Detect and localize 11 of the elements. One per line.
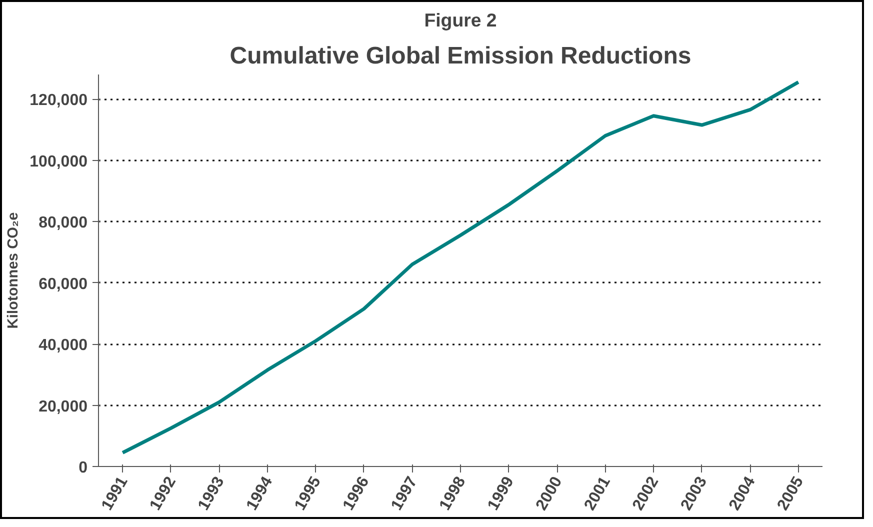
y-tick-label: 0 [78,460,88,476]
y-tick-label: 20,000 [38,398,88,416]
chart-subtitle: Cumulative Global Emission Reductions [230,42,692,70]
line-series [120,80,800,454]
y-tick-label: 40,000 [38,337,88,354]
y-tick-label: 100,000 [30,153,88,170]
y-tick-label: 80,000 [38,214,88,232]
chart-title: Figure 2 [424,10,497,30]
y-tick-label: 120,000 [30,92,88,109]
y-axis-title: Kilotonnes CO₂e [6,212,22,329]
y-tick-label: 60,000 [38,276,88,293]
